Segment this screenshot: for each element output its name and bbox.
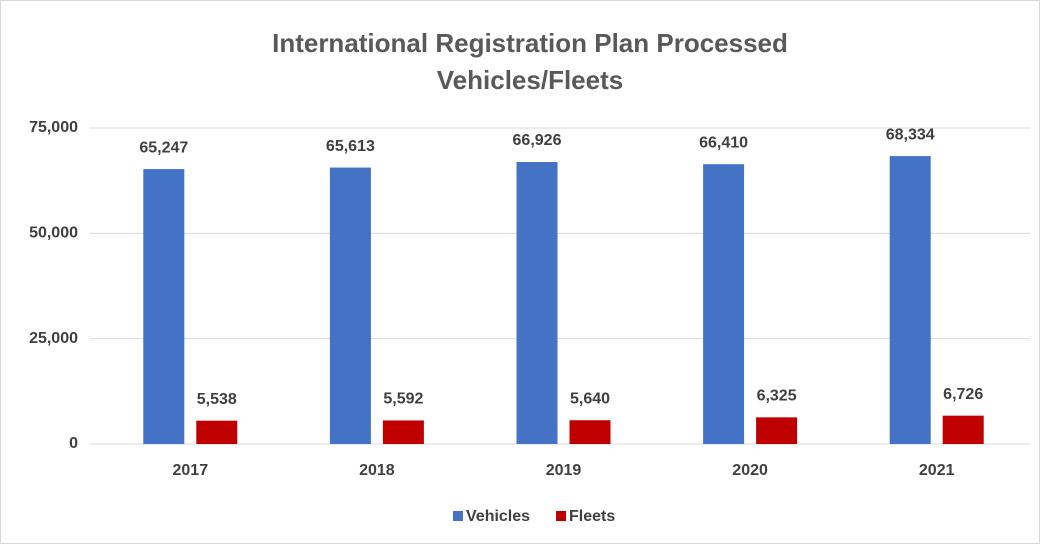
data-label: 5,592 (383, 391, 423, 408)
data-label: 68,334 (886, 126, 935, 143)
data-label: 5,640 (570, 390, 610, 407)
legend-swatch (453, 511, 463, 521)
bar (516, 162, 558, 445)
legend-label: Vehicles (466, 508, 530, 525)
bar (756, 417, 798, 444)
bar (703, 164, 745, 444)
x-tick-label: 2020 (732, 462, 768, 479)
data-label: 65,247 (139, 139, 188, 156)
bar (569, 420, 611, 444)
chart-title: Vehicles/Fleets (437, 65, 623, 95)
data-label: 66,410 (699, 134, 748, 151)
x-tick-label: 2019 (546, 462, 582, 479)
data-label: 65,613 (326, 138, 375, 155)
y-tick-label: 50,000 (29, 225, 78, 242)
chart-title: International Registration Plan Processe… (272, 28, 788, 58)
x-tick-label: 2017 (173, 462, 209, 479)
x-tick-label: 2021 (919, 462, 955, 479)
data-label: 6,325 (757, 388, 797, 405)
bar (942, 415, 984, 444)
bar (329, 167, 371, 444)
y-tick-label: 75,000 (29, 119, 78, 136)
bar (889, 156, 931, 445)
data-label: 66,926 (513, 132, 562, 149)
bar (382, 420, 424, 444)
bar (196, 420, 238, 444)
y-tick-label: 25,000 (29, 330, 78, 347)
data-label: 6,726 (943, 386, 983, 403)
bar (143, 169, 185, 444)
legend-swatch (556, 511, 566, 521)
y-tick-label: 0 (69, 435, 78, 452)
x-tick-label: 2018 (359, 462, 395, 479)
legend-label: Fleets (569, 508, 615, 525)
data-label: 5,538 (197, 391, 237, 408)
